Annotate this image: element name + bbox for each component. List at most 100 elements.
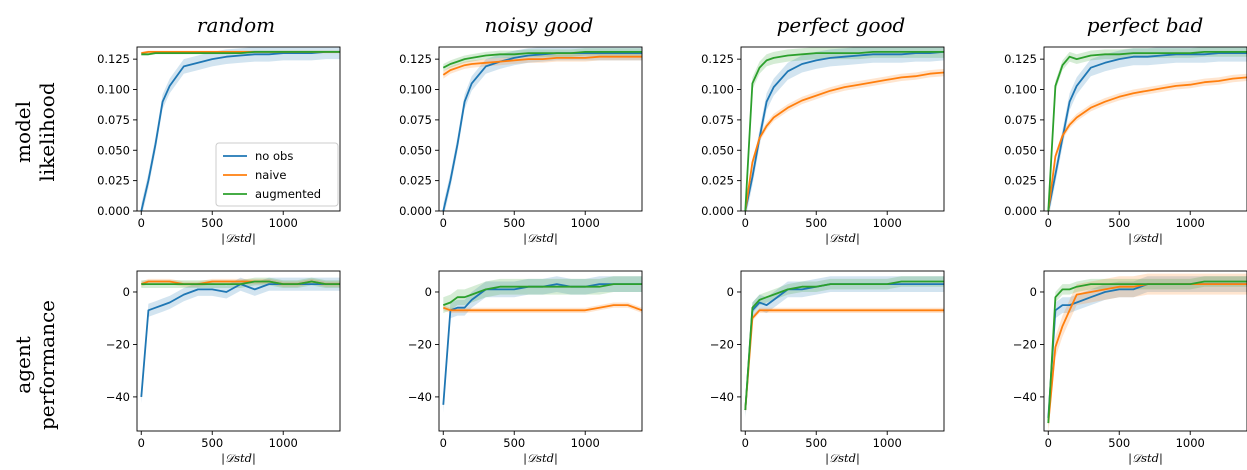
confidence-band-augmented	[1048, 276, 1247, 429]
confidence-band-augmented	[745, 276, 944, 416]
y-tick-label: 0.050	[97, 143, 130, 157]
x-tick-label: 0	[1045, 216, 1052, 230]
row-title-line: performance	[35, 300, 59, 430]
y-tick-label: 0.025	[97, 174, 130, 188]
y-tick-label: 0.075	[1004, 113, 1037, 127]
x-tick-label: 500	[201, 216, 223, 230]
series-line-augmented	[744, 51, 944, 211]
chart-panel-likelihood-noisy-good: 0.000 0.025 0.050 0.075 0.100 0.125 0 500 1000 |𝒟…	[399, 46, 643, 246]
x-tick-label: 1000	[1176, 216, 1205, 230]
y-tick-label: 0	[425, 285, 432, 299]
row-title-line: likelihood	[35, 82, 59, 182]
y-tick-label: −40	[710, 390, 734, 404]
x-tick-label: 0	[1045, 436, 1052, 450]
x-tick-label: 1000	[873, 436, 902, 450]
y-tick-label: 0.075	[701, 113, 734, 127]
x-axis-label: |𝒟std|	[221, 451, 256, 466]
legend-label-no-obs: no obs	[255, 149, 293, 163]
confidence-band-no-obs	[443, 276, 642, 413]
confidence-band-naive	[1048, 73, 1247, 211]
x-tick-label: 1000	[269, 436, 298, 450]
y-tick-label: −40	[106, 390, 130, 404]
y-tick-label: 0.050	[1004, 143, 1037, 157]
y-tick-label: 0	[727, 285, 734, 299]
y-tick-label: 0.025	[1004, 174, 1037, 188]
y-tick-label: −20	[408, 337, 432, 351]
x-tick-label: 0	[440, 436, 447, 450]
series-line-augmented	[442, 283, 642, 306]
series-line-augmented	[141, 51, 340, 56]
plot-area	[744, 47, 944, 211]
axes-frame	[136, 46, 341, 212]
x-axis-label: |𝒟std|	[523, 231, 558, 246]
legend-label-augmented: augmented	[255, 187, 321, 201]
axes-frame	[438, 270, 643, 432]
column-title-random: random	[197, 13, 275, 37]
confidence-band-no-obs	[745, 47, 944, 211]
axes-frame	[740, 46, 945, 212]
axes-frame	[438, 46, 643, 212]
row-title-agent-performance: agent performance	[11, 300, 59, 430]
confidence-band-augmented	[745, 47, 944, 211]
chart-panel-likelihood-perfect-bad: 0.000 0.025 0.050 0.075 0.100 0.125 0 500 1000 |𝒟…	[1004, 46, 1247, 246]
chart-panel-performance-random: −40 −20 0 0 500 1000 |𝒟std|	[106, 270, 341, 466]
chart-panel-performance-perfect-bad: −40 −20 0 0 500 1000 |𝒟std|	[1013, 270, 1247, 466]
y-tick-label: 0	[1030, 285, 1037, 299]
confidence-band-no-obs	[1048, 47, 1247, 211]
series-line-no-obs	[140, 51, 340, 211]
series-line-naive	[744, 71, 944, 211]
legend-box	[215, 142, 339, 207]
x-tick-label: 0	[742, 436, 749, 450]
series-line-naive	[1047, 76, 1247, 211]
series-line-no-obs	[140, 283, 340, 397]
series-line-no-obs	[1047, 52, 1247, 211]
axes-frame	[1043, 46, 1247, 212]
x-axis-label: |𝒟std|	[523, 451, 558, 466]
y-tick-label: 0.000	[97, 204, 130, 218]
x-axis-label: |𝒟std|	[1128, 451, 1163, 466]
series-line-augmented	[442, 51, 642, 69]
row-title-line: agent	[11, 336, 35, 393]
chart-panel-performance-noisy-good: −40 −20 0 0 500 1000 |𝒟std|	[408, 270, 643, 466]
y-tick-label: 0.025	[701, 174, 734, 188]
column-title-noisy-good: noisy good	[485, 13, 594, 37]
x-tick-label: 1000	[571, 436, 600, 450]
y-tick-label: 0.125	[1004, 52, 1037, 66]
confidence-band-augmented	[141, 277, 340, 288]
confidence-band-no-obs	[141, 277, 340, 404]
y-tick-label: 0.125	[97, 52, 130, 66]
plot-area	[442, 276, 642, 413]
confidence-band-no-obs	[443, 47, 642, 211]
plot-area	[140, 277, 340, 404]
y-tick-label: 0.125	[399, 52, 432, 66]
row-title-model-likelihood: model likelihood	[11, 82, 59, 182]
confidence-band-naive	[443, 53, 642, 79]
y-tick-label: 0.000	[399, 204, 432, 218]
legend: no obs naive augmented	[215, 142, 339, 207]
series-line-naive	[442, 304, 642, 312]
x-tick-label: 500	[1108, 216, 1130, 230]
chart-panel-likelihood-random: 0.000 0.025 0.050 0.075 0.100 0.125 0 500 1000 |𝒟…	[97, 46, 341, 246]
series-line-augmented	[141, 280, 340, 285]
row-title-line: model	[11, 101, 35, 163]
plot-area	[744, 276, 944, 418]
y-tick-label: 0.075	[97, 113, 130, 127]
x-axis-label: |𝒟std|	[825, 451, 860, 466]
x-axis-label: |𝒟std|	[1128, 231, 1163, 246]
y-tick-label: −20	[710, 337, 734, 351]
y-tick-label: −20	[106, 337, 130, 351]
y-tick-label: −20	[1013, 337, 1037, 351]
x-tick-label: 500	[201, 436, 223, 450]
x-tick-label: 500	[1108, 436, 1130, 450]
x-tick-label: 500	[503, 436, 525, 450]
y-tick-label: 0.050	[399, 143, 432, 157]
panels: 0.000 0.025 0.050 0.075 0.100 0.125 0 500 1000 |𝒟…	[97, 46, 1247, 466]
y-tick-label: 0.075	[399, 113, 432, 127]
x-tick-label: 0	[138, 436, 145, 450]
y-tick-label: −40	[408, 390, 432, 404]
axes-frame	[136, 270, 341, 432]
series-line-naive	[442, 55, 642, 76]
plot-area	[140, 47, 340, 211]
y-tick-label: −40	[1013, 390, 1037, 404]
